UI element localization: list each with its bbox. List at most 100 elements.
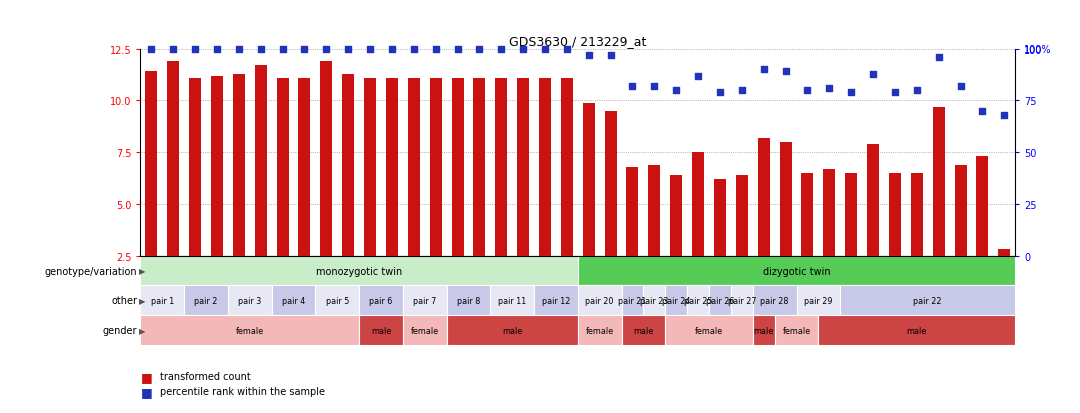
Bar (364, 78, 376, 256)
Point (667, 88, 685, 94)
Bar (517, 78, 529, 256)
Bar (626, 167, 638, 256)
Bar (359, 316, 403, 345)
Text: male: male (502, 326, 523, 335)
Text: 100%: 100% (1024, 45, 1052, 55)
Bar (687, 286, 710, 316)
Bar (403, 286, 447, 316)
Bar (578, 256, 1015, 286)
Point (951, 83, 969, 90)
Bar (403, 316, 447, 345)
Text: pair 29: pair 29 (805, 296, 833, 305)
Bar (228, 286, 272, 316)
Point (755, 67, 772, 74)
Point (887, 90, 904, 96)
Bar (840, 286, 1015, 316)
Text: other: other (111, 296, 137, 306)
Point (164, 46, 181, 53)
Bar (430, 78, 442, 256)
Point (362, 46, 379, 53)
Point (471, 46, 488, 53)
Bar (867, 145, 879, 256)
Bar (184, 286, 228, 316)
Title: GDS3630 / 213229_at: GDS3630 / 213229_at (509, 36, 647, 48)
Bar (578, 316, 622, 345)
Bar (933, 107, 945, 256)
Bar (644, 286, 665, 316)
Bar (167, 62, 179, 256)
Bar (753, 316, 774, 345)
Bar (976, 157, 988, 256)
Bar (910, 173, 922, 256)
Bar (998, 250, 1010, 256)
Text: male: male (370, 326, 391, 335)
Bar (753, 286, 797, 316)
Text: ▶: ▶ (139, 266, 146, 275)
Text: male: male (633, 326, 653, 335)
Bar (272, 286, 315, 316)
Text: ▶: ▶ (139, 296, 146, 305)
Bar (735, 176, 747, 256)
Point (996, 112, 1013, 119)
Bar (801, 173, 813, 256)
Bar (490, 286, 535, 316)
Bar (622, 316, 665, 345)
Bar (539, 78, 551, 256)
Bar (140, 256, 578, 286)
Bar (211, 76, 222, 256)
Bar (408, 78, 420, 256)
Text: female: female (782, 326, 811, 335)
Bar (819, 316, 1015, 345)
Point (318, 46, 335, 53)
Point (821, 85, 838, 92)
Text: pair 27: pair 27 (728, 296, 756, 305)
Text: pair 6: pair 6 (369, 296, 393, 305)
Bar (146, 72, 158, 256)
Text: percentile rank within the sample: percentile rank within the sample (160, 387, 325, 396)
Point (274, 46, 292, 53)
Bar (665, 316, 753, 345)
Point (187, 46, 204, 53)
Point (974, 108, 991, 115)
Text: gender: gender (103, 325, 137, 335)
Text: pair 2: pair 2 (194, 296, 218, 305)
Point (427, 46, 444, 53)
Point (646, 83, 663, 90)
Point (712, 90, 729, 96)
Bar (846, 173, 858, 256)
Text: pair 8: pair 8 (457, 296, 481, 305)
Point (799, 88, 816, 94)
Bar (605, 112, 617, 256)
Point (514, 46, 531, 53)
Bar (233, 74, 245, 256)
Point (908, 88, 926, 94)
Text: male: male (907, 326, 927, 335)
Point (405, 46, 422, 53)
Text: pair 24: pair 24 (662, 296, 690, 305)
Text: pair 4: pair 4 (282, 296, 306, 305)
Bar (955, 165, 967, 256)
Text: pair 23: pair 23 (640, 296, 669, 305)
Bar (473, 78, 485, 256)
Bar (671, 176, 683, 256)
Bar (622, 286, 644, 316)
Text: transformed count: transformed count (160, 371, 251, 381)
Bar (276, 78, 288, 256)
Point (230, 46, 247, 53)
Text: female: female (235, 326, 264, 335)
Text: ▶: ▶ (139, 326, 146, 335)
Text: ■: ■ (140, 370, 152, 383)
Text: pair 11: pair 11 (498, 296, 526, 305)
Point (930, 55, 947, 61)
Text: pair 26: pair 26 (705, 296, 734, 305)
Text: ■: ■ (140, 385, 152, 398)
Text: male: male (754, 326, 773, 335)
Text: pair 20: pair 20 (585, 296, 613, 305)
Bar (583, 103, 595, 256)
Bar (665, 286, 687, 316)
Point (733, 88, 751, 94)
Text: female: female (585, 326, 613, 335)
Point (143, 46, 160, 53)
Text: genotype/variation: genotype/variation (44, 266, 137, 276)
Bar (298, 78, 310, 256)
